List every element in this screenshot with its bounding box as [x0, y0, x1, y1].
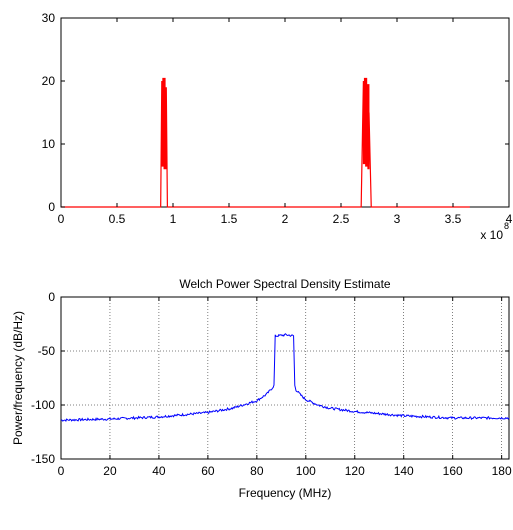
y-tick-label: 20	[42, 74, 56, 88]
top-plot-x-exponent-power: 8	[504, 221, 509, 231]
top-plot-x-exponent: x 10	[480, 228, 503, 242]
top-plot: 0 0.5 1 1.5 2 2.5 3 3.5 4 0 10 20 30 x 10 8	[42, 11, 513, 242]
x-tick-label: 0.5	[109, 212, 126, 226]
x-tick-label: 1.5	[221, 212, 238, 226]
x-tick-label: 80	[250, 464, 264, 478]
x-tick-label: 0	[58, 212, 65, 226]
y-tick-label: 0	[48, 200, 55, 214]
y-tick-label: -150	[31, 452, 55, 466]
x-tick-label: 140	[394, 464, 414, 478]
x-tick-label: 4	[506, 212, 513, 226]
x-tick-label: 60	[201, 464, 215, 478]
x-tick-label: 3.5	[445, 212, 462, 226]
x-tick-label: 160	[443, 464, 463, 478]
x-tick-label: 20	[103, 464, 117, 478]
y-tick-label: 30	[42, 11, 56, 25]
bottom-plot-ticks: 0 20 40 60 80 100 120 140 160 180 0 -50 -100 -150	[31, 290, 512, 478]
y-tick-label: -50	[38, 344, 56, 358]
y-tick-label: 0	[48, 290, 55, 304]
bottom-plot-y-axis-label: Power/frequency (dB/Hz)	[11, 311, 25, 445]
x-tick-label: 100	[296, 464, 316, 478]
x-tick-label: 180	[492, 464, 512, 478]
bottom-plot-x-axis-label: Frequency (MHz)	[239, 486, 332, 500]
top-plot-frame	[60, 17, 510, 208]
bottom-plot-grid	[61, 297, 509, 459]
x-tick-label: 3	[394, 212, 401, 226]
bottom-plot-title: Welch Power Spectral Density Estimate	[179, 277, 391, 291]
bottom-plot-series-line	[60, 333, 510, 422]
bottom-plot: Welch Power Spectral Density Estimate 0 2…	[11, 277, 512, 500]
y-tick-label: -100	[31, 398, 55, 412]
x-tick-label: 120	[345, 464, 365, 478]
bottom-plot-frame	[60, 296, 510, 460]
x-tick-label: 2.5	[333, 212, 350, 226]
x-tick-label: 40	[152, 464, 166, 478]
top-plot-ticks: 0 0.5 1 1.5 2 2.5 3 3.5 4 0 10 20 30	[42, 11, 513, 226]
top-plot-series-line	[61, 77, 470, 208]
x-tick-label: 0	[58, 464, 65, 478]
x-tick-label: 2	[282, 212, 289, 226]
x-tick-label: 1	[170, 212, 177, 226]
y-tick-label: 10	[42, 137, 56, 151]
